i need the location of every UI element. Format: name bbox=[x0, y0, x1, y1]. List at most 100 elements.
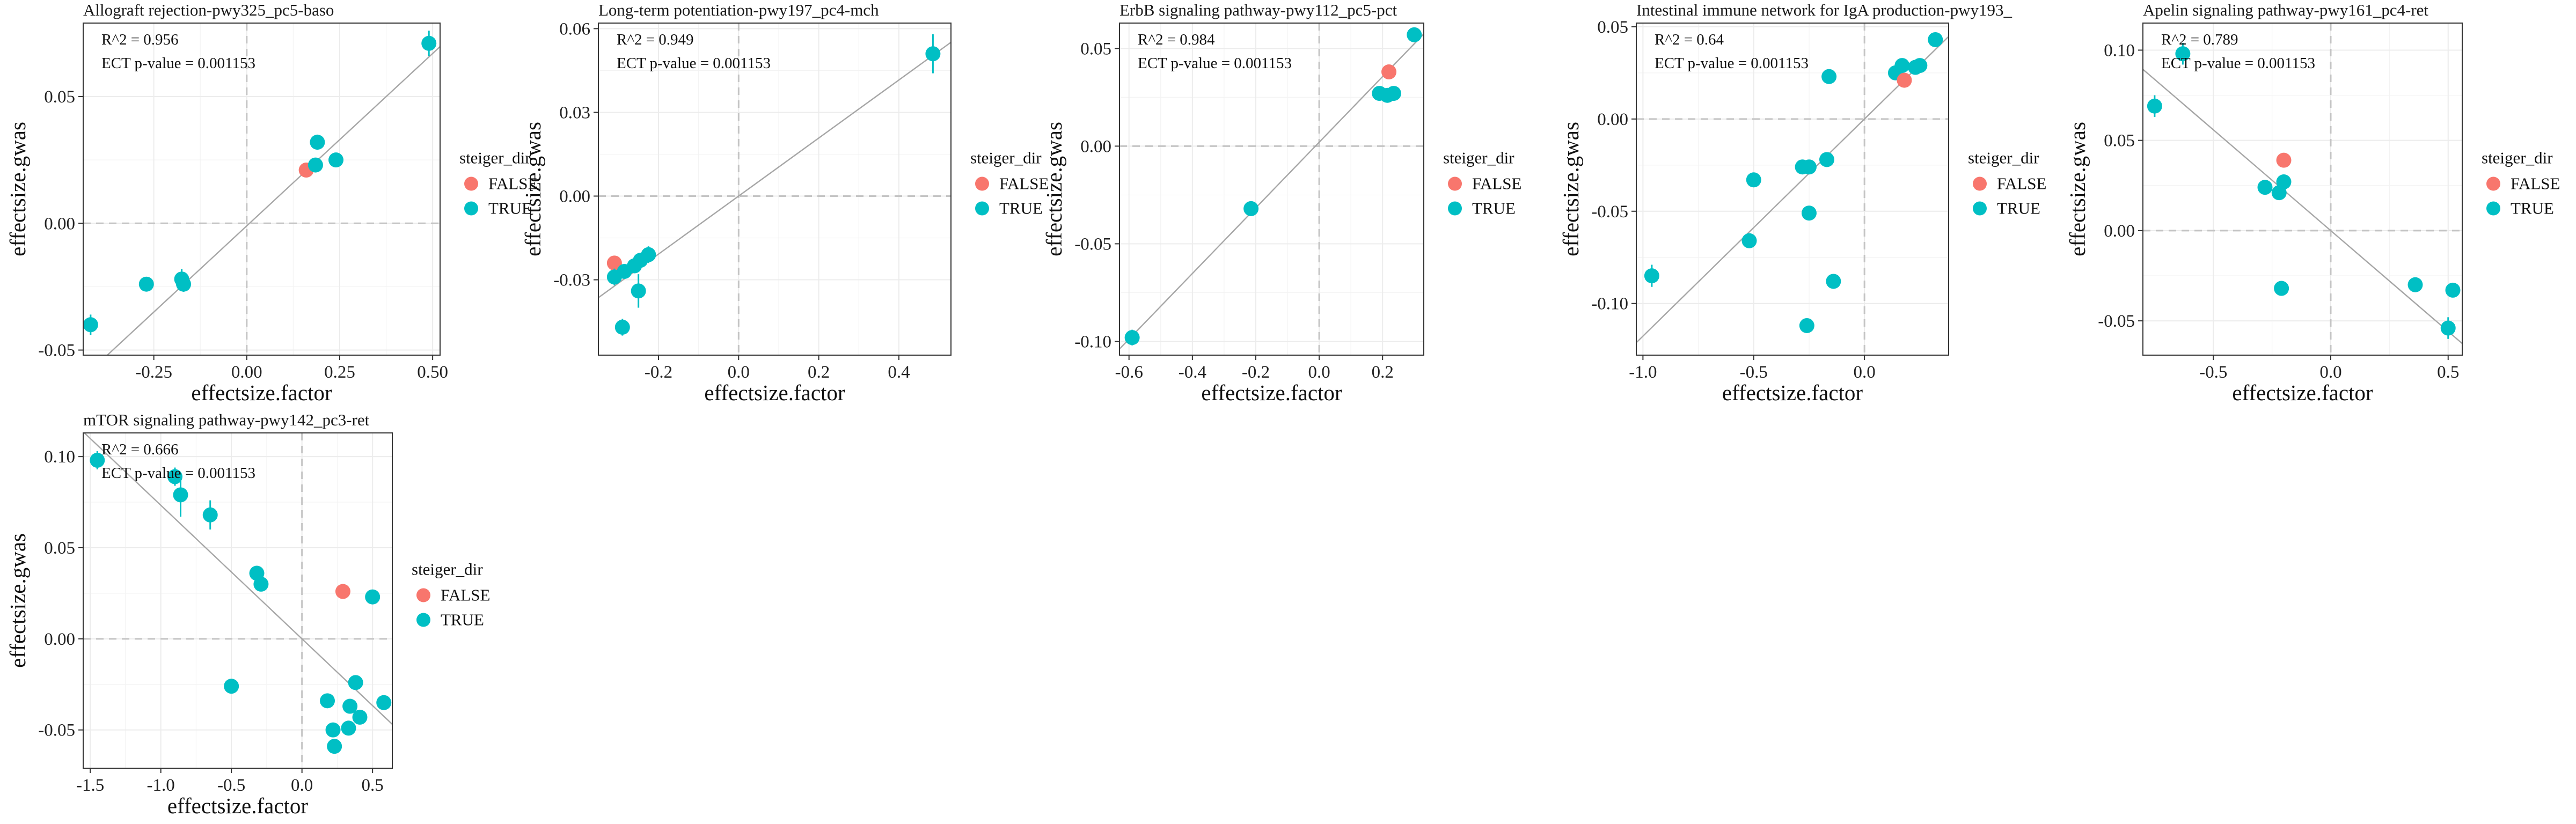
data-point-true bbox=[2445, 282, 2461, 298]
data-point-true bbox=[2147, 98, 2162, 114]
y-tick-label: -0.10 bbox=[1074, 333, 1111, 352]
data-point-false bbox=[335, 584, 350, 599]
legend-title: steiger_dir bbox=[459, 149, 531, 167]
data-point-true bbox=[631, 283, 646, 299]
data-point-true bbox=[176, 276, 192, 292]
y-tick-label: -0.05 bbox=[1074, 234, 1111, 254]
legend-key-false bbox=[2486, 176, 2500, 191]
x-tick-label: -0.2 bbox=[645, 363, 672, 382]
y-tick-label: -0.05 bbox=[2098, 312, 2135, 331]
regression-line bbox=[1119, 33, 1424, 350]
legend-label: TRUE bbox=[441, 610, 484, 629]
data-point-true bbox=[925, 46, 941, 62]
r-squared-label: R^2 = 0.984 bbox=[1138, 31, 1215, 48]
y-tick-label: 0.00 bbox=[44, 214, 75, 233]
data-point-true bbox=[83, 317, 98, 333]
data-point-true bbox=[1243, 201, 1259, 216]
data-point-true bbox=[167, 469, 182, 484]
data-point-true bbox=[202, 507, 218, 523]
panel-title: Intestinal immune network for IgA produc… bbox=[1636, 1, 2012, 19]
legend-key-true bbox=[1448, 201, 1462, 216]
x-tick-label: -1.5 bbox=[76, 776, 104, 795]
data-point-true bbox=[1801, 159, 1817, 175]
legend-title: steiger_dir bbox=[2482, 149, 2553, 167]
legend: steiger_dir FALSE TRUE bbox=[2482, 149, 2560, 218]
x-tick-label: 0.50 bbox=[417, 363, 448, 382]
x-tick-label: 0.4 bbox=[888, 363, 910, 382]
y-axis-label: effectsize.gwas bbox=[5, 122, 30, 256]
panel-border bbox=[598, 23, 952, 356]
data-point-true bbox=[310, 135, 325, 150]
x-tick-label: 0.25 bbox=[324, 363, 355, 382]
x-tick-label: 0.0 bbox=[1308, 363, 1330, 382]
data-point-true bbox=[1894, 58, 1910, 73]
y-tick-label: 0.00 bbox=[1080, 137, 1111, 156]
data-point-true bbox=[1801, 205, 1817, 221]
x-axis-label: effectsize.factor bbox=[167, 793, 308, 818]
plot-area bbox=[1119, 23, 1424, 355]
legend-key-false bbox=[416, 588, 430, 602]
plot-area bbox=[598, 23, 951, 355]
scatter-panel: Long-term potentiation-pwy197_pc4-mch R^2… bbox=[521, 1, 1049, 405]
data-point-false bbox=[1897, 72, 1912, 88]
x-tick-label: 0.00 bbox=[231, 363, 262, 382]
legend-key-true bbox=[975, 201, 989, 216]
plot-area bbox=[2143, 23, 2462, 355]
y-tick-label: 0.05 bbox=[44, 539, 75, 558]
data-point-true bbox=[365, 589, 380, 605]
data-point-true bbox=[308, 157, 323, 173]
plot-content bbox=[1119, 27, 1424, 350]
panel-title: ErbB signaling pathway-pwy112_pc5-pct bbox=[1119, 1, 1397, 19]
data-point-true bbox=[2257, 180, 2273, 195]
r-squared-label: R^2 = 0.789 bbox=[2161, 31, 2238, 48]
scatter-panel: ErbB signaling pathway-pwy112_pc5-pct R^2… bbox=[1042, 1, 1521, 405]
x-tick-label: -0.6 bbox=[1115, 363, 1143, 382]
data-point-true bbox=[173, 487, 188, 503]
scatter-panel: Intestinal immune network for IgA produc… bbox=[1558, 1, 2046, 405]
data-point-true bbox=[224, 679, 239, 694]
data-point-true bbox=[1124, 330, 1140, 345]
plot-area bbox=[83, 23, 440, 355]
r-squared-label: R^2 = 0.956 bbox=[101, 31, 179, 48]
x-tick-label: -0.5 bbox=[217, 776, 245, 795]
regression-line bbox=[83, 433, 392, 725]
regression-line bbox=[598, 41, 951, 298]
legend-key-true bbox=[416, 613, 430, 627]
data-point-true bbox=[641, 247, 656, 262]
legend-label: FALSE bbox=[2511, 174, 2560, 193]
data-point-true bbox=[1741, 233, 1757, 248]
x-tick-label: -0.4 bbox=[1179, 363, 1206, 382]
legend-label: FALSE bbox=[441, 586, 490, 605]
x-tick-label: -0.2 bbox=[1242, 363, 1270, 382]
legend-key-false bbox=[1973, 176, 1987, 191]
data-point-false bbox=[606, 255, 622, 271]
scatter-panel: Apelin signaling pathway-pwy161_pc4-ret R… bbox=[2065, 1, 2560, 405]
legend-key-false bbox=[1448, 176, 1462, 191]
legend-key-true bbox=[464, 201, 478, 216]
data-point-true bbox=[614, 319, 630, 335]
x-axis-label: effectsize.factor bbox=[191, 380, 332, 405]
x-axis-label: effectsize.factor bbox=[2232, 380, 2373, 405]
y-tick-label: -0.05 bbox=[38, 721, 75, 740]
data-point-true bbox=[1821, 69, 1837, 84]
y-tick-label: 0.00 bbox=[44, 630, 75, 649]
data-point-true bbox=[2440, 320, 2456, 336]
data-point-true bbox=[2276, 174, 2292, 190]
y-tick-label: 0.05 bbox=[1080, 39, 1111, 58]
plot-content bbox=[1636, 32, 1949, 343]
panel-title: Long-term potentiation-pwy197_pc4-mch bbox=[598, 1, 879, 19]
data-point-true bbox=[1928, 32, 1943, 47]
data-point-true bbox=[325, 722, 341, 738]
legend: steiger_dir FALSE TRUE bbox=[970, 149, 1049, 218]
y-tick-label: -0.05 bbox=[1591, 202, 1628, 222]
ect-pvalue-label: ECT p-value = 0.001153 bbox=[101, 465, 255, 482]
regression-line bbox=[106, 46, 440, 355]
legend-label: FALSE bbox=[999, 174, 1049, 193]
regression-line bbox=[1636, 36, 1949, 343]
y-axis-label: effectsize.gwas bbox=[5, 533, 30, 668]
legend-key-true bbox=[1973, 201, 1987, 216]
plot-content bbox=[83, 433, 392, 754]
y-tick-label: 0.10 bbox=[2104, 41, 2135, 60]
data-point-true bbox=[342, 698, 358, 714]
data-point-true bbox=[327, 739, 342, 754]
